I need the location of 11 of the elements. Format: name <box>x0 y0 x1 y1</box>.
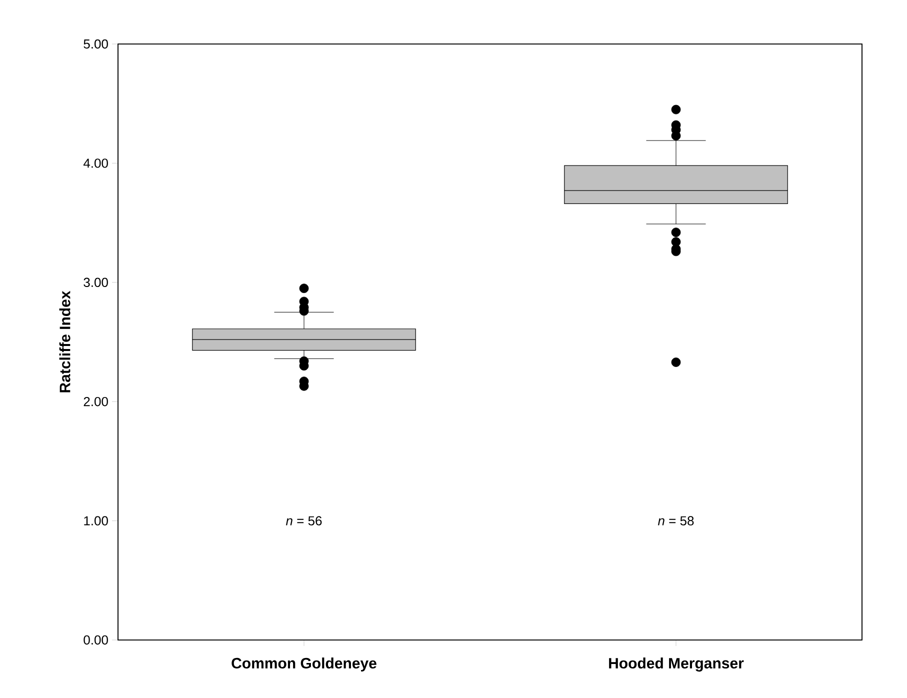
annotation: n = 58 <box>658 516 694 526</box>
y-tick-label: 1.00 <box>84 516 108 526</box>
x-tick-label: Hooded Merganser <box>609 658 744 672</box>
y-axis-title: Ratcliffe Index <box>59 290 70 392</box>
y-tick-label: 5.00 <box>84 39 108 49</box>
y-tick-label: 3.00 <box>84 278 108 287</box>
annotation: n = 56 <box>286 516 322 526</box>
y-tick-label: 2.00 <box>84 396 108 406</box>
y-tick-label: 4.00 <box>83 158 108 168</box>
x-tick-label: Common Goldeneye <box>232 658 376 672</box>
y-tick-label: 0.00 <box>84 635 108 645</box>
